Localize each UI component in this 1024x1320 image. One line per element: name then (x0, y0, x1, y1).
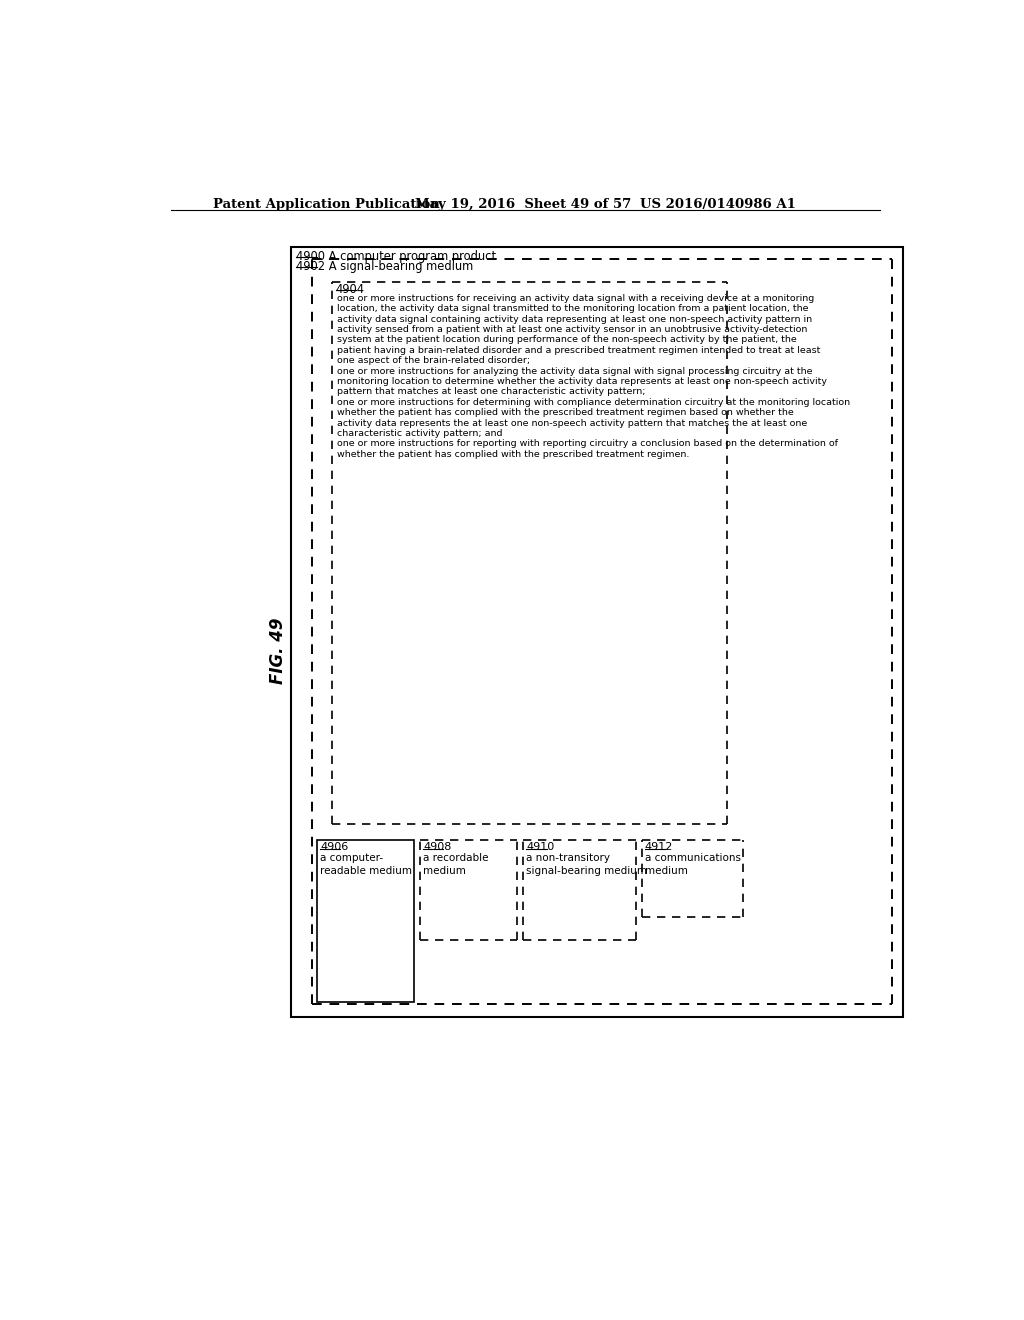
Text: characteristic activity pattern; and: characteristic activity pattern; and (337, 429, 503, 438)
Text: system at the patient location during performance of the non-speech activity by : system at the patient location during pe… (337, 335, 797, 345)
Text: FIG. 49: FIG. 49 (268, 618, 287, 685)
Text: 4910: 4910 (526, 842, 555, 853)
Text: whether the patient has complied with the prescribed treatment regimen based on : whether the patient has complied with th… (337, 408, 794, 417)
Text: one or more instructions for reporting with reporting circuitry a conclusion bas: one or more instructions for reporting w… (337, 440, 839, 449)
Text: 4902 A signal-bearing medium: 4902 A signal-bearing medium (296, 260, 473, 273)
Bar (317, 840, 414, 1002)
Text: Patent Application Publication: Patent Application Publication (213, 198, 440, 211)
Text: a non-transitory
signal-bearing medium: a non-transitory signal-bearing medium (526, 853, 647, 875)
Text: pattern that matches at least one characteristic activity pattern;: pattern that matches at least one charac… (337, 388, 646, 396)
Text: one or more instructions for receiving an activity data signal with a receiving : one or more instructions for receiving a… (337, 294, 814, 302)
Text: activity data signal containing activity data representing at least one non-spee: activity data signal containing activity… (337, 314, 812, 323)
Text: a computer-
readable medium: a computer- readable medium (321, 853, 413, 875)
Text: US 2016/0140986 A1: US 2016/0140986 A1 (640, 198, 796, 211)
Text: activity data represents the at least one non-speech activity pattern that match: activity data represents the at least on… (337, 418, 808, 428)
Bar (291, 247, 903, 1016)
Text: monitoring location to determine whether the activity data represents at least o: monitoring location to determine whether… (337, 378, 827, 385)
Text: 4908: 4908 (423, 842, 452, 853)
Text: one or more instructions for analyzing the activity data signal with signal proc: one or more instructions for analyzing t… (337, 367, 813, 376)
Text: location, the activity data signal transmitted to the monitoring location from a: location, the activity data signal trans… (337, 305, 809, 313)
Text: 4906: 4906 (321, 842, 348, 853)
Text: 4912: 4912 (645, 842, 674, 853)
Text: a communications
medium: a communications medium (645, 853, 741, 875)
Text: May 19, 2016  Sheet 49 of 57: May 19, 2016 Sheet 49 of 57 (415, 198, 631, 211)
Text: one aspect of the brain-related disorder;: one aspect of the brain-related disorder… (337, 356, 530, 366)
Text: one or more instructions for determining with compliance determination circuitry: one or more instructions for determining… (337, 397, 850, 407)
Text: patient having a brain-related disorder and a prescribed treatment regimen inten: patient having a brain-related disorder … (337, 346, 820, 355)
Text: a recordable
medium: a recordable medium (423, 853, 488, 875)
Text: whether the patient has complied with the prescribed treatment regimen.: whether the patient has complied with th… (337, 450, 689, 459)
Text: 4900 A computer program product: 4900 A computer program product (296, 249, 497, 263)
Text: activity sensed from a patient with at least one activity sensor in an unobtrusi: activity sensed from a patient with at l… (337, 325, 808, 334)
Text: 4904: 4904 (336, 284, 365, 296)
